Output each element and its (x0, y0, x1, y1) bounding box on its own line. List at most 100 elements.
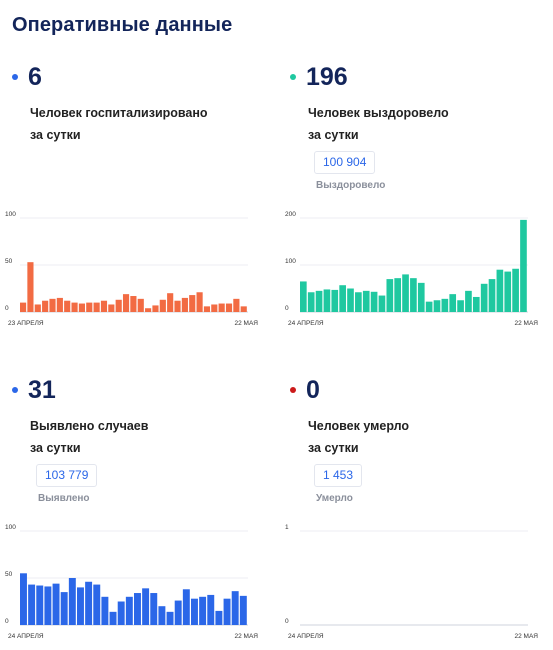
chart-bar (315, 290, 323, 312)
x-start-label: 23 АПРЕЛЯ (8, 320, 44, 327)
chart-bar (101, 596, 109, 625)
stat-label-line2: за сутки (308, 441, 359, 455)
chart-bar (240, 306, 247, 312)
chart-bar (441, 298, 449, 312)
status-dot-icon (290, 74, 296, 80)
stat-label-line1: Человек выздоровело (308, 106, 449, 120)
chart-bar (150, 593, 158, 625)
chart-bar (223, 598, 231, 625)
chart-bar (386, 279, 394, 312)
chart-bar (64, 300, 71, 312)
chart-bar (174, 600, 182, 625)
chart-bar (191, 598, 198, 625)
stat-label: Человек умерло за сутки (308, 415, 528, 459)
status-dot-icon (290, 387, 296, 393)
x-end-label: 22 МАЯ (235, 633, 259, 640)
chart-bar (215, 610, 223, 625)
chart-bar (512, 268, 519, 312)
chart-deaths: 1 0 24 АПРЕЛЯ 22 МАЯ (285, 524, 538, 640)
chart-bar (196, 292, 203, 312)
chart-bar (115, 299, 122, 312)
status-dot-icon (12, 387, 18, 393)
chart-bar (347, 288, 354, 312)
chart-bar (496, 269, 504, 312)
chart-bar (300, 281, 307, 312)
chart-bar (488, 279, 496, 312)
y-tick-label: 1 (285, 524, 289, 531)
chart-bar (182, 589, 190, 625)
chart-bar (203, 306, 211, 312)
chart-bar (166, 611, 174, 625)
chart-bar (137, 298, 144, 312)
chart-cases: 100 50 0 24 АПРЕЛЯ 22 МАЯ (5, 524, 259, 640)
chart-bar (86, 302, 93, 312)
y-tick-label: 0 (5, 618, 9, 625)
chart-bar (457, 300, 464, 312)
chart-bar (108, 304, 115, 312)
chart-bar (145, 308, 152, 312)
chart-bar (480, 283, 488, 312)
chart-bar (504, 271, 512, 312)
stat-label-line1: Выявлено случаев (30, 419, 149, 433)
stat-value: 31 (28, 376, 56, 404)
stat-label: Выявлено случаев за сутки (30, 415, 250, 459)
x-end-label: 22 МАЯ (235, 320, 259, 327)
chart-bar (122, 294, 130, 312)
chart-bar (239, 595, 247, 625)
y-tick-label: 50 (5, 571, 13, 578)
chart-bar (28, 584, 36, 625)
chart-bar (433, 300, 441, 312)
stat-label-line2: за сутки (308, 128, 359, 142)
chart-hospitalized: 100 50 0 23 АПРЕЛЯ 22 МАЯ (5, 211, 259, 327)
stat-value: 6 (28, 63, 42, 91)
y-tick-label: 200 (285, 211, 296, 218)
chart-bar (449, 294, 457, 312)
chart-bar (125, 596, 133, 625)
chart-bar (49, 298, 56, 312)
chart-bar (331, 289, 339, 312)
chart-bar (355, 292, 362, 312)
chart-bar (339, 285, 346, 312)
chart-bar (60, 592, 68, 625)
chart-bar (394, 278, 402, 312)
y-tick-label: 0 (285, 618, 289, 625)
chart-bar (52, 583, 60, 625)
y-tick-label: 100 (5, 211, 16, 218)
stat-label: Человек госпитализировано за сутки (30, 102, 250, 146)
page-title: Оперативные данные (12, 14, 233, 36)
stat-label-line1: Человек умерло (308, 419, 410, 433)
y-tick-label: 0 (285, 305, 289, 312)
chart-bar (189, 295, 196, 312)
total-badge: 100 904 (314, 151, 376, 174)
chart-bar (425, 301, 433, 312)
chart-bar (93, 584, 101, 625)
chart-bar (307, 292, 315, 312)
stat-label-line2: за сутки (30, 128, 81, 142)
chart-bar (159, 299, 166, 312)
chart-bar (225, 303, 233, 312)
chart-bar (56, 297, 63, 312)
chart-bar (78, 303, 85, 312)
chart-bar (93, 302, 100, 312)
chart-bar (71, 302, 78, 312)
chart-bar (211, 304, 218, 312)
chart-bar (158, 606, 166, 625)
stat-value: 196 (306, 63, 348, 91)
total-badge: 103 779 (36, 464, 98, 487)
chart-bar (134, 593, 141, 625)
x-start-label: 24 АПРЕЛЯ (288, 633, 324, 640)
total-caption: Выздоровело (316, 180, 386, 191)
chart-bar (410, 278, 417, 312)
chart-bar (100, 300, 108, 312)
chart-bar (68, 578, 76, 625)
status-dot-icon (12, 74, 18, 80)
chart-bar (174, 300, 181, 312)
chart-bar (77, 587, 84, 625)
y-tick-label: 100 (285, 258, 296, 265)
stat-value: 0 (306, 376, 320, 404)
stat-label-line2: за сутки (30, 441, 81, 455)
chart-bar (402, 274, 409, 312)
total-caption: Умерло (316, 493, 353, 504)
chart-bar (231, 591, 239, 625)
x-start-label: 24 АПРЕЛЯ (288, 320, 324, 327)
